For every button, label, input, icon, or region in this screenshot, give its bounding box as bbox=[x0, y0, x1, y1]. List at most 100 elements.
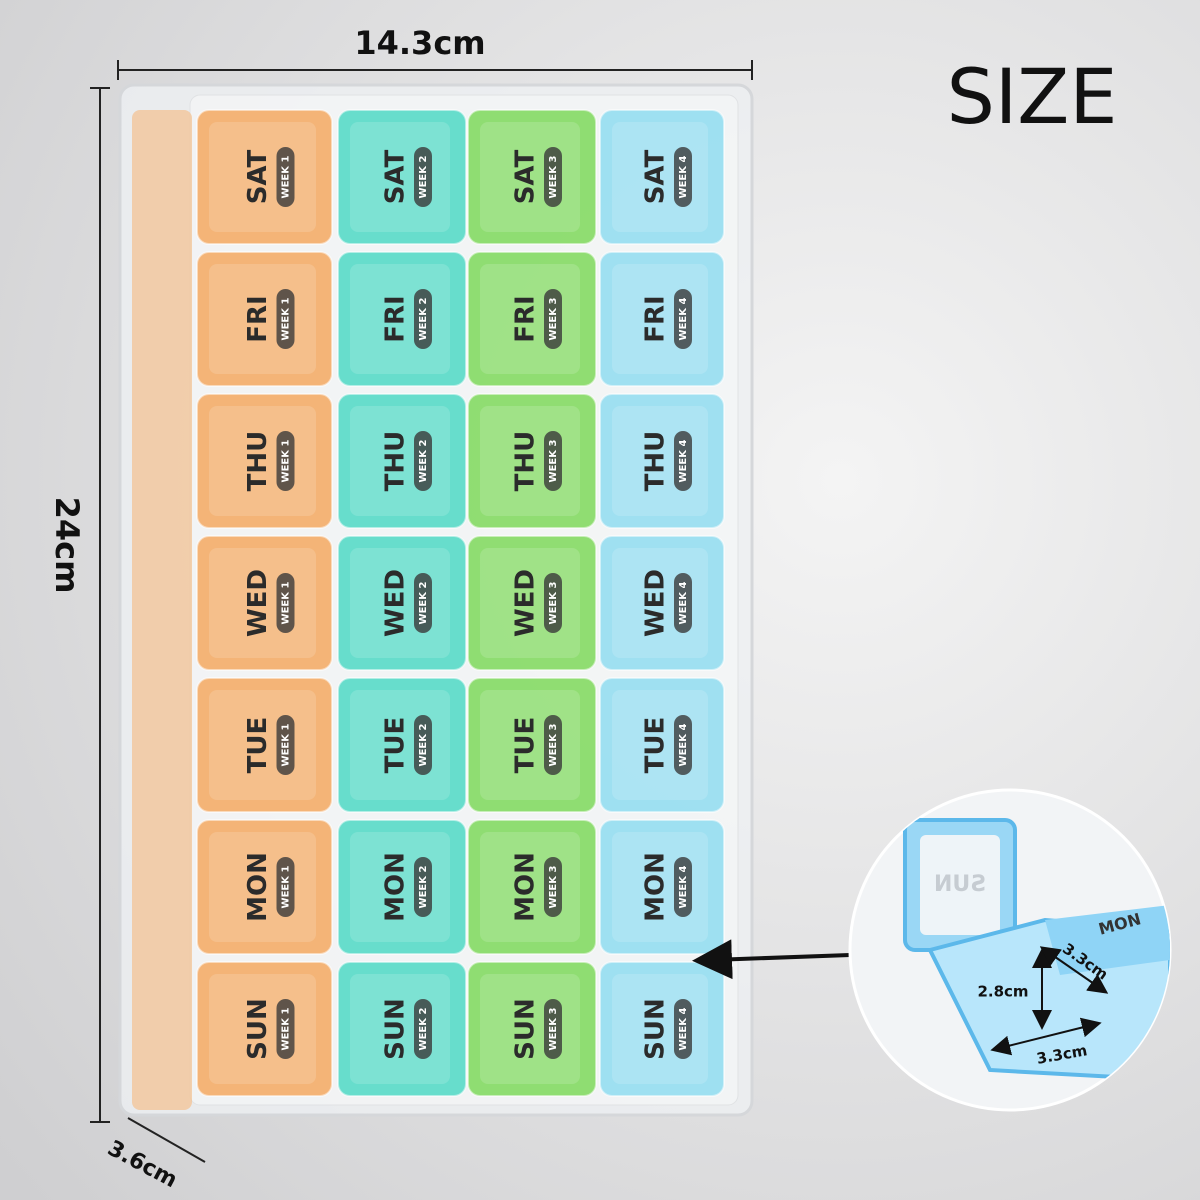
week-pill bbox=[276, 715, 295, 775]
day-label: FRI bbox=[243, 295, 273, 342]
compartment-lid bbox=[467, 251, 597, 387]
pointer-arrow bbox=[692, 939, 851, 980]
day-label: WED bbox=[641, 569, 671, 637]
day-label: THU bbox=[243, 431, 273, 492]
week-label: WEEK 2 bbox=[418, 582, 429, 625]
week-label: WEEK 2 bbox=[418, 724, 429, 767]
compartment-lid bbox=[467, 677, 597, 813]
week-pill bbox=[414, 857, 432, 917]
week-label: WEEK 4 bbox=[678, 866, 689, 909]
compartment-lid bbox=[337, 109, 467, 245]
compartment-lid bbox=[337, 535, 467, 671]
compartment-lid bbox=[196, 535, 333, 671]
day-label: TUE bbox=[243, 717, 273, 774]
day-label: FRI bbox=[641, 295, 671, 342]
compartment-lid bbox=[337, 251, 467, 387]
day-label: MON bbox=[641, 852, 671, 922]
week-pill bbox=[414, 147, 432, 207]
compartment-lid bbox=[599, 251, 725, 387]
week-label: WEEK 3 bbox=[548, 298, 559, 341]
day-label: SAT bbox=[511, 149, 541, 204]
day-label: TUE bbox=[511, 717, 541, 774]
week-label: WEEK 4 bbox=[678, 440, 689, 483]
compartment-lid bbox=[337, 819, 467, 955]
week-pill bbox=[674, 431, 692, 491]
week-pill bbox=[544, 857, 562, 917]
day-label: FRI bbox=[511, 295, 541, 342]
day-label: SUN bbox=[511, 998, 541, 1060]
compartment-lid bbox=[337, 677, 467, 813]
compartment-lid bbox=[599, 677, 725, 813]
week-pill bbox=[276, 289, 295, 349]
day-label: TUE bbox=[381, 717, 411, 774]
week-label: WEEK 4 bbox=[678, 156, 689, 199]
day-label: FRI bbox=[381, 295, 411, 342]
week-label: WEEK 3 bbox=[548, 866, 559, 909]
week-pill bbox=[674, 289, 692, 349]
week-pill bbox=[414, 999, 432, 1059]
day-label: MON bbox=[381, 852, 411, 922]
week-pill bbox=[674, 999, 692, 1059]
week-label: WEEK 1 bbox=[281, 724, 292, 767]
week-pill bbox=[544, 147, 562, 207]
compartment-lid bbox=[599, 109, 725, 245]
day-label: THU bbox=[511, 431, 541, 492]
compartment-lid bbox=[196, 819, 333, 955]
length-arrow bbox=[990, 1017, 1102, 1056]
day-label: WED bbox=[381, 569, 411, 637]
day-label: SAT bbox=[243, 149, 273, 204]
week-label: WEEK 1 bbox=[281, 866, 292, 909]
day-label: SAT bbox=[381, 149, 411, 204]
week-label: WEEK 4 bbox=[678, 298, 689, 341]
week-pill bbox=[544, 999, 562, 1059]
side-strip bbox=[132, 110, 192, 1110]
week-pill bbox=[276, 431, 295, 491]
week-pill bbox=[674, 715, 692, 775]
week-label: WEEK 1 bbox=[281, 1008, 292, 1051]
week-label: WEEK 3 bbox=[548, 1008, 559, 1051]
week-pill bbox=[276, 857, 295, 917]
week-label: WEEK 3 bbox=[548, 440, 559, 483]
compartment-lid bbox=[599, 819, 725, 955]
compartment-lid bbox=[467, 535, 597, 671]
compartment-lid bbox=[337, 961, 467, 1097]
compartment-lid bbox=[599, 961, 725, 1097]
title: SIZE bbox=[947, 52, 1118, 141]
day-label: TUE bbox=[641, 717, 671, 774]
day-label: SUN bbox=[641, 998, 671, 1060]
week-pill bbox=[276, 573, 295, 633]
week-label: WEEK 1 bbox=[281, 582, 292, 625]
compartment-lid bbox=[196, 677, 333, 813]
week-label: WEEK 2 bbox=[418, 1008, 429, 1051]
week-label: WEEK 2 bbox=[418, 156, 429, 199]
week-label: WEEK 3 bbox=[548, 724, 559, 767]
compartment-lid bbox=[599, 393, 725, 529]
day-label: MON bbox=[243, 852, 273, 922]
week-pill bbox=[674, 857, 692, 917]
inset: SUN MON 2.8cm 3.3cm 3.3cm bbox=[848, 788, 1172, 1112]
week-pill bbox=[414, 715, 432, 775]
width-label: 14.3cm bbox=[354, 24, 485, 62]
week-pill bbox=[276, 999, 295, 1059]
week-label: WEEK 1 bbox=[281, 298, 292, 341]
day-label: WED bbox=[511, 569, 541, 637]
compartment-lid bbox=[467, 819, 597, 955]
compartment-lid bbox=[196, 251, 333, 387]
week-label: WEEK 3 bbox=[548, 582, 559, 625]
day-label: WED bbox=[243, 569, 273, 637]
day-label: THU bbox=[381, 431, 411, 492]
week-pill bbox=[276, 147, 295, 207]
week-label: WEEK 2 bbox=[418, 298, 429, 341]
open-lid-face bbox=[920, 835, 1000, 935]
week-pill bbox=[544, 431, 562, 491]
day-label: THU bbox=[641, 431, 671, 492]
week-pill bbox=[544, 715, 562, 775]
compartment-lid bbox=[196, 109, 333, 245]
week-pill bbox=[674, 573, 692, 633]
day-label: SUN bbox=[243, 998, 273, 1060]
compartment-lid bbox=[599, 535, 725, 671]
week-pill bbox=[674, 147, 692, 207]
compartment-lid bbox=[467, 393, 597, 529]
day-label: MON bbox=[511, 852, 541, 922]
